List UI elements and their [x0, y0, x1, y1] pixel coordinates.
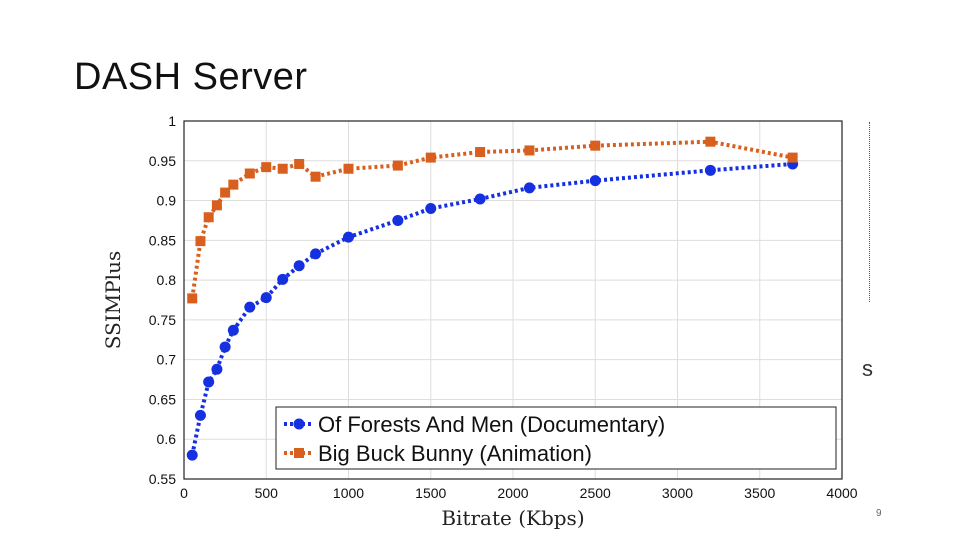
data-point — [705, 136, 716, 147]
data-point — [186, 449, 198, 461]
data-point — [474, 193, 486, 205]
data-point — [244, 168, 255, 179]
data-point — [195, 236, 206, 247]
slide-title: DASH Server — [74, 56, 308, 98]
data-point — [294, 158, 305, 169]
data-point — [293, 260, 305, 272]
x-tick-label: 500 — [255, 485, 279, 501]
x-tick-label: 1500 — [415, 485, 446, 501]
data-point — [220, 187, 231, 198]
data-point — [219, 341, 231, 353]
data-point — [211, 363, 223, 375]
data-point — [277, 273, 289, 285]
y-tick-label: 0.75 — [149, 312, 176, 328]
stray-glyph: s — [862, 356, 873, 381]
y-tick-label: 1 — [168, 113, 176, 129]
legend-marker — [293, 418, 305, 430]
data-point — [203, 212, 214, 223]
series-layer — [186, 136, 799, 461]
data-point — [590, 140, 601, 151]
legend: Of Forests And Men (Documentary) Big Buck… — [275, 406, 837, 470]
x-tick-label: 2500 — [580, 485, 611, 501]
data-point — [194, 409, 206, 421]
y-tick-label: 0.8 — [157, 272, 177, 288]
data-point — [310, 171, 321, 182]
data-point — [211, 200, 222, 211]
legend-label: Big Buck Bunny (Animation) — [318, 441, 592, 466]
x-tick-label: 4000 — [826, 485, 857, 501]
x-tick-label: 0 — [180, 485, 188, 501]
data-point — [343, 231, 354, 243]
series-1 — [186, 158, 799, 461]
y-tick-label: 0.6 — [157, 431, 177, 447]
plot-frame — [183, 120, 843, 480]
data-point — [392, 214, 404, 226]
data-point — [704, 164, 716, 176]
data-point — [475, 147, 486, 158]
legend-box — [275, 406, 837, 470]
x-tick-label: 1000 — [333, 485, 364, 501]
data-point — [261, 162, 272, 173]
tick-labels: 0 500 1000 1500 2000 2500 3000 3500 4000 0.55 0.6 0… — [149, 113, 858, 501]
data-point — [425, 203, 437, 215]
y-tick-label: 0.9 — [157, 193, 177, 209]
data-point — [392, 160, 403, 171]
legend-label: Of Forests And Men (Documentary) — [318, 412, 665, 437]
data-point — [589, 175, 601, 187]
data-point — [227, 324, 239, 336]
x-tick-label: 3000 — [662, 485, 693, 501]
data-point — [787, 152, 798, 163]
data-point — [425, 152, 436, 163]
y-tick-label: 0.95 — [149, 153, 176, 169]
data-point — [260, 292, 272, 304]
x-tick-label: 3500 — [744, 485, 775, 501]
y-tick-label: 0.65 — [149, 391, 176, 407]
data-point — [523, 182, 535, 194]
data-point — [203, 376, 215, 388]
data-point — [187, 293, 198, 304]
y-tick-label: 0.7 — [157, 352, 177, 368]
x-tick-label: 2000 — [497, 485, 528, 501]
y-tick-label: 0.55 — [149, 471, 176, 487]
dotted-divider — [869, 122, 870, 302]
x-axis-title: Bitrate (Kbps) — [441, 506, 584, 530]
slide-number: 9 — [876, 508, 882, 519]
data-point — [277, 163, 288, 174]
data-point — [228, 179, 239, 190]
data-point — [310, 248, 322, 260]
data-point — [244, 301, 256, 313]
data-point — [524, 145, 535, 156]
y-axis-title: SSIMPlus — [101, 251, 125, 349]
data-point — [343, 163, 354, 174]
series-2 — [187, 136, 798, 304]
legend-marker — [294, 448, 304, 458]
y-tick-label: 0.85 — [149, 232, 176, 248]
